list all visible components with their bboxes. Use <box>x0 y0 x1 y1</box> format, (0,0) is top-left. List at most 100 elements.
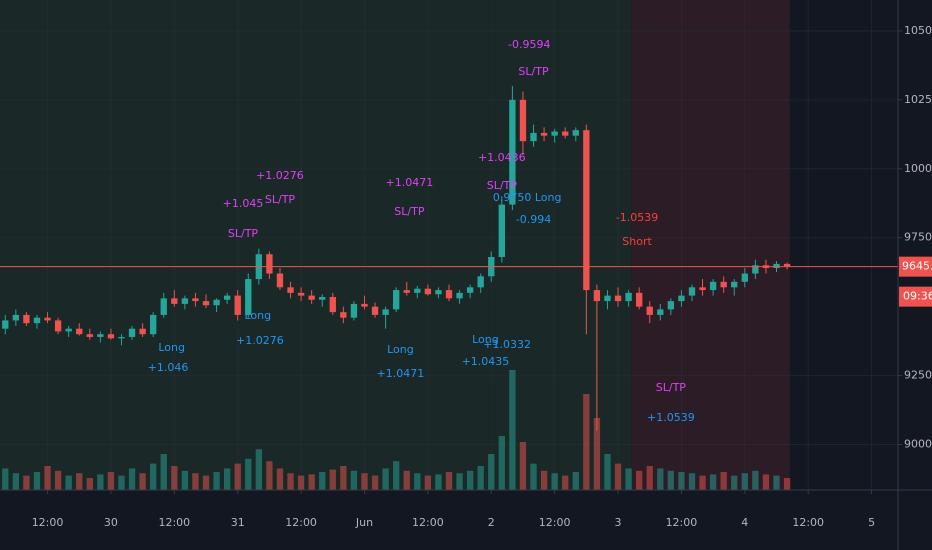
volume-bar <box>403 470 410 490</box>
candle-body <box>223 295 231 300</box>
trade-annotation: +1.0539 <box>647 411 695 424</box>
volume-bar <box>150 463 157 490</box>
last-price-box <box>899 256 932 277</box>
last-price-label: 9645.0 <box>902 260 932 273</box>
volume-bar <box>393 461 400 490</box>
volume-bar <box>720 472 727 490</box>
x-tick-label: 12:00 <box>792 516 824 529</box>
volume-bar <box>23 475 30 490</box>
candle-body <box>498 204 505 257</box>
volume-bar <box>635 470 643 490</box>
y-tick-label: 9750.0 <box>904 231 932 244</box>
volume-bar <box>97 474 104 490</box>
volume-bar <box>86 478 93 490</box>
candle-body <box>171 298 178 304</box>
candle-body <box>435 290 442 295</box>
volume-bar <box>255 449 263 490</box>
trade-annotation: -0.994 <box>516 213 551 226</box>
x-tick-label: 5 <box>868 516 875 529</box>
candles <box>0 86 898 431</box>
volume-bar <box>361 473 368 490</box>
candle-body <box>657 309 664 315</box>
trade-annotation: SL/TP <box>487 179 518 192</box>
trade-annotation: +1.0435 <box>462 355 510 368</box>
volume-bar <box>699 475 706 490</box>
volume-bar <box>118 475 125 490</box>
volume-bar <box>171 466 178 490</box>
volume-bar <box>445 472 453 490</box>
trade-annotation: +1.046 <box>148 361 189 374</box>
trade-annotation: +1.0276 <box>236 334 284 347</box>
candle-body <box>76 328 83 335</box>
x-tick-label: 12:00 <box>539 516 571 529</box>
regions <box>0 0 790 490</box>
volume-bar <box>657 468 664 490</box>
candle-body <box>287 287 294 293</box>
volume-bar <box>435 474 442 490</box>
volume-bar <box>54 470 62 490</box>
candle-body <box>509 99 516 205</box>
volume-bar <box>276 468 284 490</box>
annotations: Long+1.046+1.045SL/TPLong+1.0276+1.0276S… <box>148 38 695 424</box>
candle-body <box>604 295 611 302</box>
trade-annotation: +1.0332 <box>483 338 531 351</box>
y-tick-label: 9250.0 <box>904 369 932 382</box>
candle-body <box>583 130 590 291</box>
trade-annotation: SL/TP <box>394 205 425 218</box>
volume-bar <box>752 470 759 490</box>
candle-body <box>319 296 326 300</box>
trade-annotation: +1.0436 <box>478 151 526 164</box>
x-tick-label: 12:00 <box>412 516 444 529</box>
candle-body <box>731 281 738 288</box>
trade-annotation: 0.9750 Long <box>493 191 562 204</box>
volume-bar <box>519 442 527 490</box>
candle-body <box>477 276 484 288</box>
volume-bar <box>424 475 432 490</box>
countdown-box <box>899 286 932 307</box>
volume-bar <box>223 468 231 490</box>
trade-annotation: +1.0471 <box>386 176 434 189</box>
candle-body <box>139 328 146 335</box>
volume-bar <box>414 473 421 490</box>
candle-body <box>350 303 358 318</box>
volume-bar <box>646 466 653 490</box>
volume-bar <box>562 475 569 490</box>
shaded-region <box>0 0 632 490</box>
volume-bar <box>625 468 632 490</box>
candle-body <box>530 132 537 142</box>
x-tick-label: 31 <box>231 516 245 529</box>
candle-body <box>414 288 421 293</box>
candle-body <box>371 306 379 315</box>
candle-body <box>393 290 400 310</box>
trade-annotation: Long <box>387 343 414 356</box>
candle-body <box>562 131 569 136</box>
candle-body <box>709 281 717 291</box>
candle-body <box>44 317 51 321</box>
x-tick-label: 12:00 <box>666 516 698 529</box>
candle-body <box>783 263 791 267</box>
candle-body <box>424 288 432 295</box>
trade-annotation: SL/TP <box>228 227 259 240</box>
volume-bar <box>498 436 505 490</box>
candle-body <box>720 281 727 288</box>
x-tick-label: 4 <box>741 516 748 529</box>
time-axis-panel <box>0 490 898 550</box>
volume-bar <box>773 475 780 490</box>
volume-bar <box>139 473 146 490</box>
candle-body <box>33 317 41 324</box>
x-tick-label: Jun <box>355 516 373 529</box>
candle-body <box>297 292 305 296</box>
candle-body <box>308 295 315 300</box>
y-tick-label: 10500.0 <box>904 24 932 37</box>
candle-body <box>329 296 336 313</box>
candle-body <box>752 265 759 274</box>
volume-bar <box>33 472 41 490</box>
candle-body <box>741 273 748 282</box>
candle-body <box>97 334 104 337</box>
x-tick-label: 3 <box>615 516 622 529</box>
candle-body <box>688 287 696 296</box>
candle-body <box>128 328 136 337</box>
volume-bar <box>308 474 315 490</box>
candle-body <box>403 290 410 293</box>
volume-bar <box>350 470 358 490</box>
